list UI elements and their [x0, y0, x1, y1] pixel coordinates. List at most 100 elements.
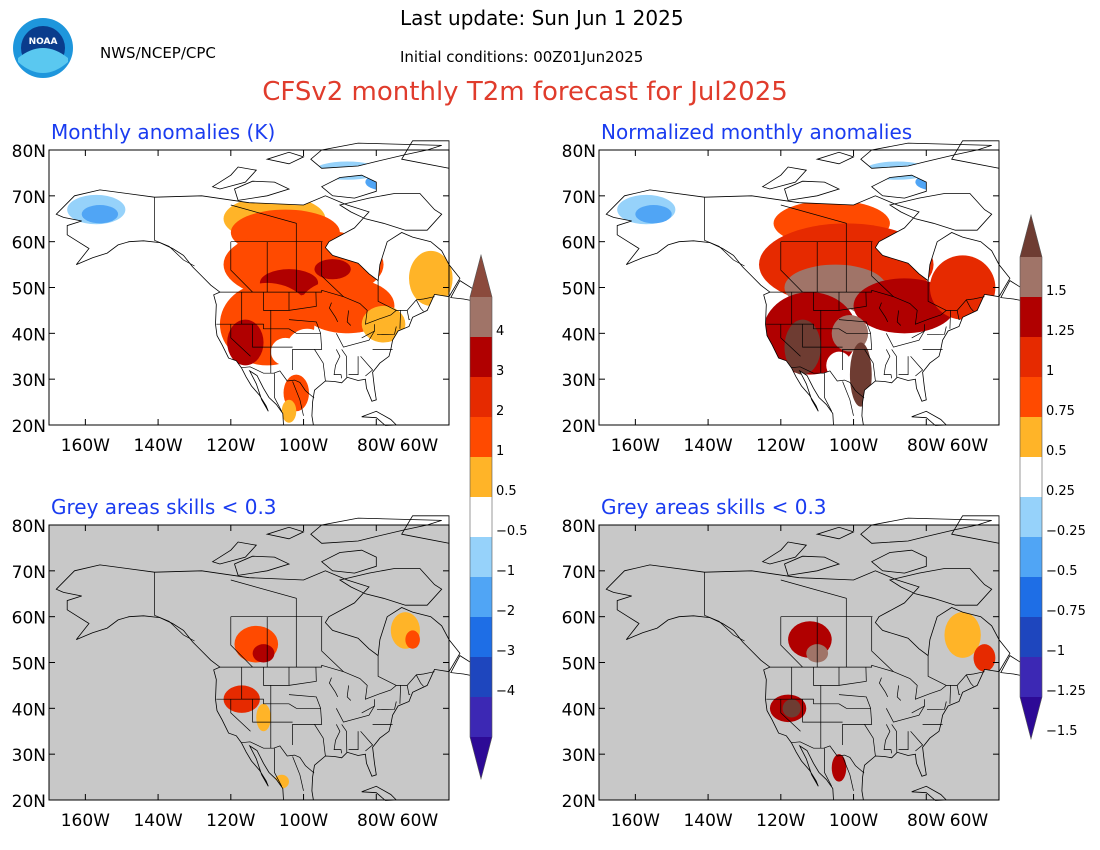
coastlines-borders: [605, 515, 1026, 801]
anomaly-field: [769, 612, 996, 782]
colorbar-bottom-arrow: [1020, 697, 1042, 739]
lat-label: 80N: [562, 142, 596, 162]
colorbar-tick-label: 3: [496, 364, 504, 379]
lat-label: 20N: [12, 792, 46, 812]
colorbar-cell: [470, 377, 492, 417]
panel-title: Normalized monthly anomalies: [601, 120, 912, 144]
noaa-logo: NOAA: [13, 18, 73, 78]
anomaly-patch: [409, 250, 453, 306]
lon-label: 80W: [907, 811, 946, 831]
lat-label: 70N: [562, 188, 596, 208]
lon-label: 160W: [61, 436, 110, 456]
lon-label: 140W: [683, 811, 732, 831]
colorbar-top-arrow: [470, 255, 492, 297]
initial-conditions-text: Initial conditions: 00Z01Jun2025: [400, 48, 643, 66]
lon-label: 120W: [206, 811, 255, 831]
colorbar-cell: [1020, 457, 1042, 497]
noaa-logo-text: NOAA: [29, 37, 58, 47]
lat-label: 60N: [12, 234, 46, 254]
colorbar-cell: [470, 537, 492, 577]
colorbar-cell: [470, 337, 492, 377]
colorbar-tick-label: 0.25: [1046, 484, 1075, 499]
lat-label: 50N: [12, 655, 46, 675]
colorbar-tick-label: −0.5: [1046, 564, 1078, 579]
anomaly-patch: [635, 205, 672, 224]
lon-label: 60W: [950, 436, 989, 456]
lon-label: 160W: [611, 811, 660, 831]
colorbar-bottom-arrow: [470, 737, 492, 779]
lat-label: 70N: [562, 563, 596, 583]
figure-title: CFSv2 monthly T2m forecast for Jul2025: [262, 77, 788, 107]
colorbar-cell: [1020, 417, 1042, 457]
colorbar-tick-label: 1: [1046, 364, 1054, 379]
colorbar-tick-label: 0.5: [1046, 444, 1067, 459]
lon-label: 120W: [756, 436, 805, 456]
colorbar-tick-label: −0.5: [496, 524, 528, 539]
lat-label: 60N: [562, 609, 596, 629]
lon-label: 100W: [279, 436, 328, 456]
lon-label: 140W: [133, 436, 182, 456]
lon-label: 80W: [357, 811, 396, 831]
lon-label: 100W: [829, 436, 878, 456]
colorbar-tick-label: 0.75: [1046, 404, 1075, 419]
lat-label: 30N: [12, 371, 46, 391]
anomaly-patch: [831, 754, 847, 782]
lat-label: 70N: [12, 188, 46, 208]
lon-label: 140W: [133, 811, 182, 831]
anomaly-patch: [256, 703, 271, 732]
anomaly-patch: [929, 255, 996, 320]
anomaly-patch: [285, 328, 329, 375]
anomaly-patch: [405, 630, 420, 649]
anomaly-patch: [81, 205, 119, 224]
colorbar-tick-label: −2: [496, 604, 515, 619]
colorbar-cell: [1020, 577, 1042, 617]
colorbar-tick-label: 4: [496, 324, 504, 339]
colorbar-cell: [1020, 617, 1042, 657]
colorbar-cell: [1020, 537, 1042, 577]
lat-label: 60N: [562, 234, 596, 254]
colorbar-tick-label: −4: [496, 684, 515, 699]
lon-label: 100W: [279, 811, 328, 831]
anomaly-field: [617, 161, 996, 407]
colorbar-cell: [470, 577, 492, 617]
lat-label: 40N: [12, 325, 46, 345]
colorbar-cell: [470, 457, 492, 497]
colorbar-tick-label: 1: [496, 444, 504, 459]
lat-label: 80N: [562, 517, 596, 537]
panel-title: Monthly anomalies (K): [51, 120, 275, 144]
lat-label: 30N: [12, 746, 46, 766]
lat-label: 20N: [562, 417, 596, 437]
lon-label: 80W: [357, 436, 396, 456]
lon-label: 160W: [611, 436, 660, 456]
colorbar-tick-label: 1.25: [1046, 324, 1075, 339]
colorbar-cell: [470, 417, 492, 457]
lat-label: 50N: [562, 655, 596, 675]
colorbar-normalized: 1.5 1.25 1 0.75 0.5 0.25 −0.25 −0.5 −0.75 −1 −1.25…: [1019, 213, 1086, 741]
lat-label: 60N: [12, 609, 46, 629]
colorbar-tick-label: −1.25: [1046, 684, 1086, 699]
lat-label: 40N: [12, 700, 46, 720]
anomaly-patch: [826, 351, 852, 380]
lat-label: 50N: [12, 280, 46, 300]
lat-label: 80N: [12, 142, 46, 162]
colorbar-cell: [470, 617, 492, 657]
colorbar-top-arrow: [1020, 215, 1042, 257]
lat-label: 40N: [562, 325, 596, 345]
lon-label: 120W: [756, 811, 805, 831]
colorbar-tick-label: 2: [496, 404, 504, 419]
panel-title: Grey areas skills < 0.3: [51, 495, 277, 519]
lon-label: 120W: [206, 436, 255, 456]
colorbar-tick-label: −0.75: [1046, 604, 1086, 619]
lon-label: 160W: [61, 811, 110, 831]
colorbar-cell: [470, 297, 492, 337]
last-update-text: Last update: Sun Jun 1 2025: [400, 6, 684, 30]
lon-label: 100W: [829, 811, 878, 831]
lon-label: 60W: [950, 811, 989, 831]
colorbar-cell: [470, 497, 492, 537]
colorbar-tick-label: −1: [1046, 644, 1065, 659]
lat-label: 50N: [562, 280, 596, 300]
colorbar-tick-label: −1: [496, 564, 515, 579]
